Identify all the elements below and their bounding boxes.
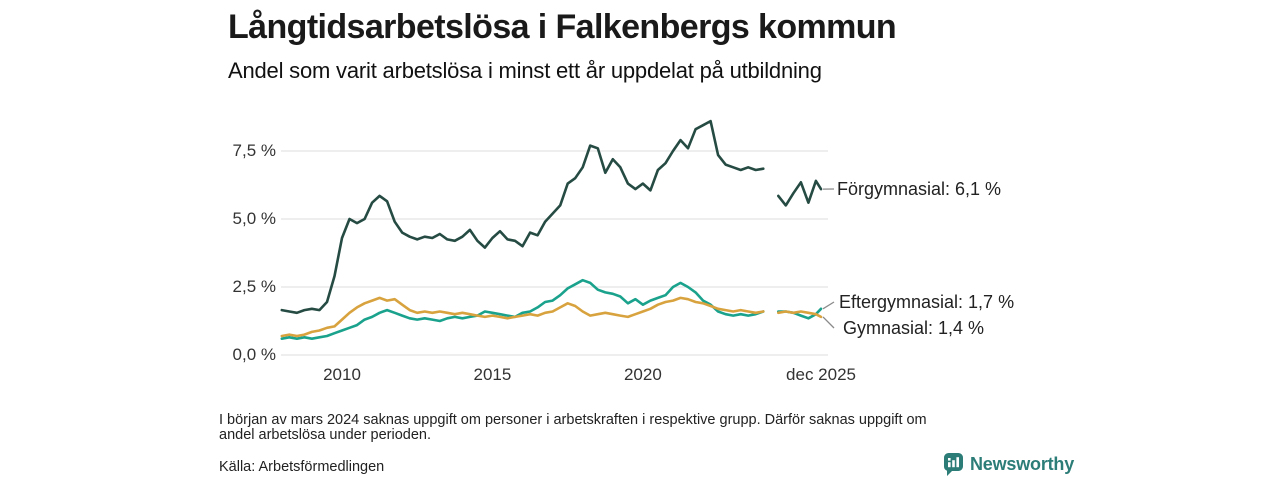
x-axis-tick-label: 2010 bbox=[323, 365, 361, 384]
footnote-line-2: andel arbetslösa under perioden. bbox=[219, 426, 432, 443]
y-axis-tick-label: 0,0 % bbox=[232, 345, 276, 364]
footnote-line-1: I början av mars 2024 saknas uppgift om … bbox=[219, 412, 927, 428]
x-axis-tick-label: 2015 bbox=[473, 365, 512, 384]
y-axis-tick-label: 7,5 % bbox=[232, 141, 276, 160]
x-axis-tick-label: 2020 bbox=[623, 365, 662, 384]
newsworthy-logo: Newsworthy bbox=[944, 453, 1074, 476]
newsworthy-logo-icon bbox=[944, 453, 963, 476]
y-axis-tick-label: 5,0 % bbox=[232, 209, 276, 228]
annotation-forgymnasial: Förgymnasial: 6,1 % bbox=[837, 179, 1002, 199]
footnote: I början av mars 2024 saknas uppgift om … bbox=[219, 413, 1064, 442]
x-axis-tick-label: dec 2025 bbox=[786, 365, 857, 384]
chart-subtitle: Andel som varit arbetslösa i minst ett å… bbox=[228, 58, 822, 83]
chart-title: Långtidsarbetslösa i Falkenbergs kommun bbox=[228, 8, 897, 46]
annotation-eftergymnasial: Eftergymnasial: 1,7 % bbox=[839, 292, 1015, 312]
source-credit: Källa: Arbetsförmedlingen bbox=[219, 459, 385, 475]
y-axis-tick-label: 2,5 % bbox=[232, 277, 276, 296]
newsworthy-logo-text: Newsworthy bbox=[970, 454, 1075, 474]
annotation-gymnasial: Gymnasial: 1,4 % bbox=[843, 318, 985, 338]
